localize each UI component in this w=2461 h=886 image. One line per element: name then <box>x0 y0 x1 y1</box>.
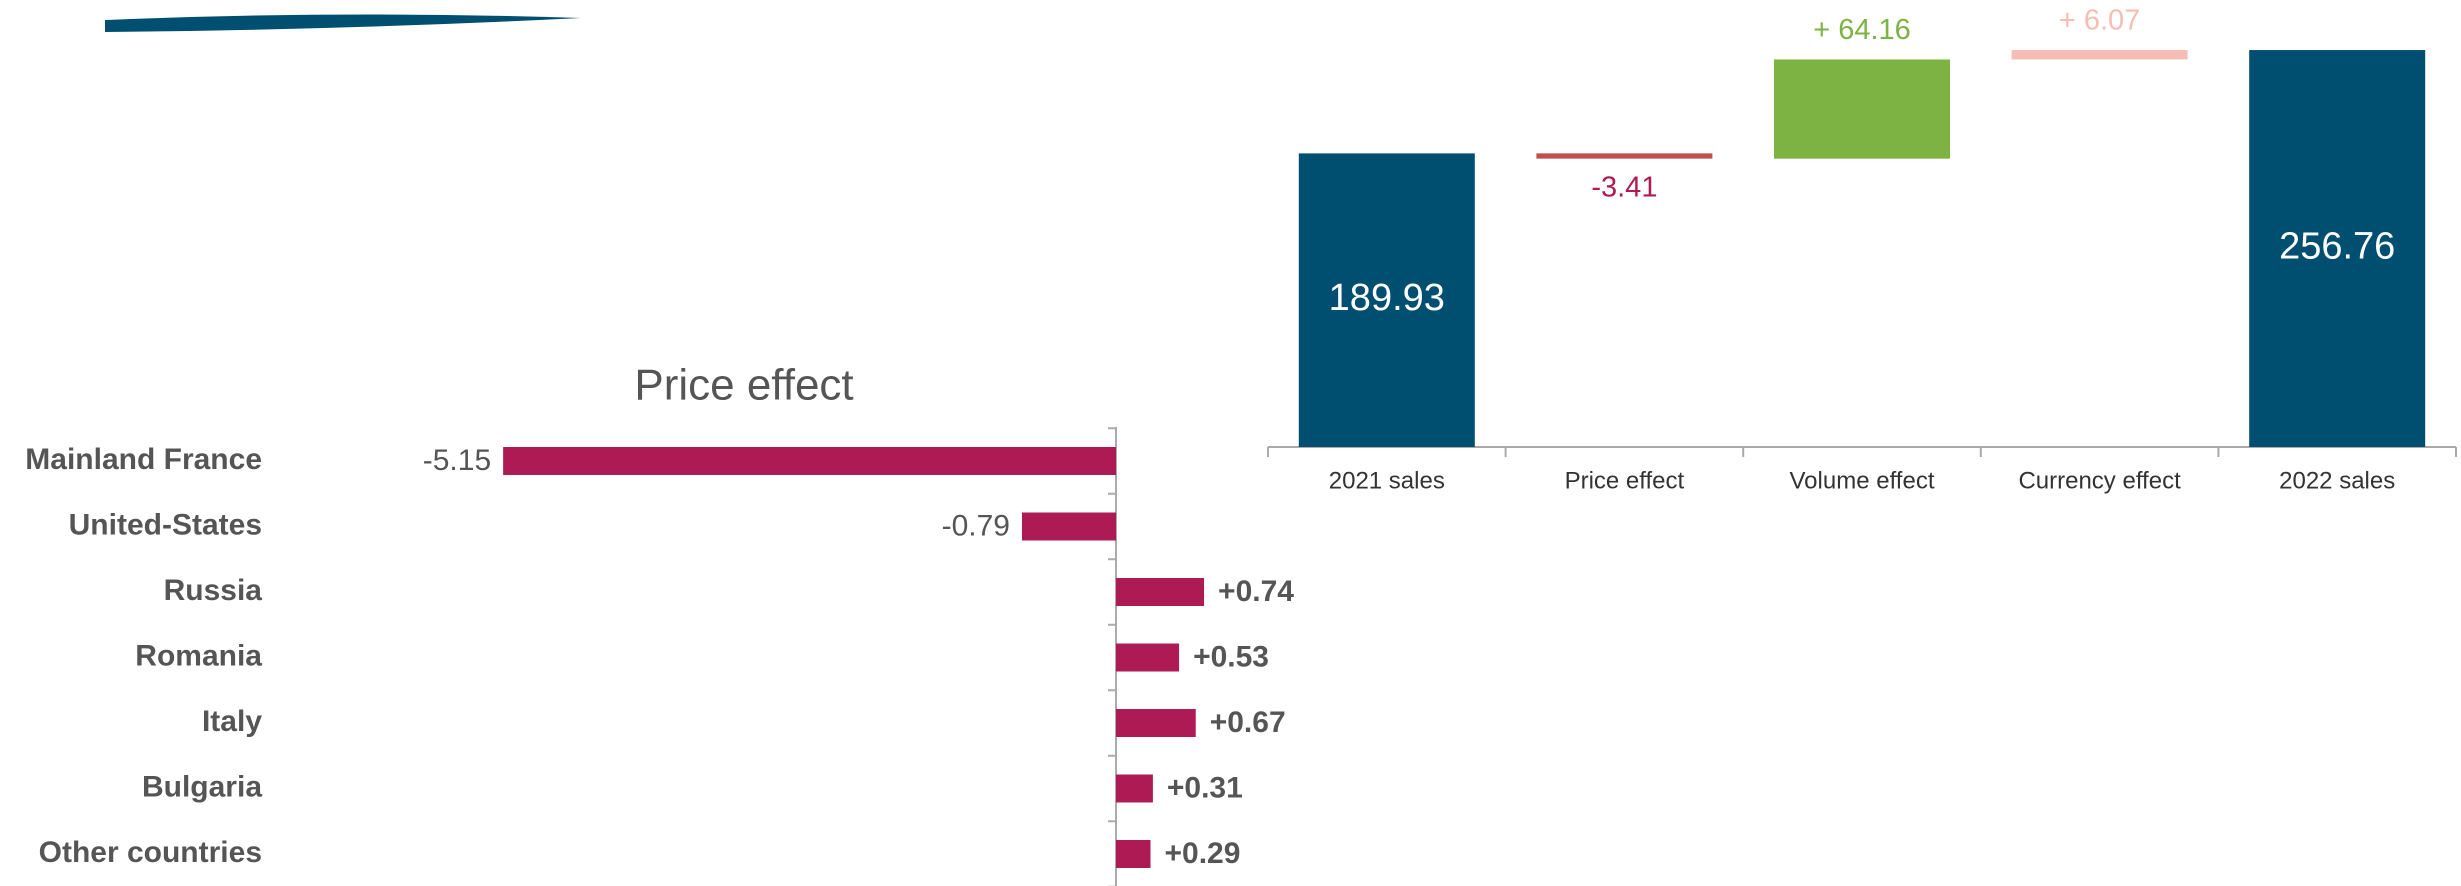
y-tick-label: Other countries <box>39 836 262 869</box>
x-tick-label: 2022 sales <box>2279 467 2395 494</box>
x-tick-label: Volume effect <box>1790 467 1935 494</box>
value-label: 256.76 <box>2279 226 2395 268</box>
x-tick-label: 2021 sales <box>1329 467 1445 494</box>
bar <box>1774 59 1950 159</box>
y-tick-label: Mainland France <box>25 443 262 476</box>
value-label: 189.93 <box>1329 277 1445 319</box>
y-tick-label: Romania <box>135 639 262 672</box>
value-label: +0.53 <box>1193 640 1269 673</box>
x-tick-label: Currency effect <box>2018 467 2181 494</box>
bar <box>1116 840 1151 868</box>
value-label: +0.67 <box>1210 706 1286 739</box>
decorative-swoosh <box>105 14 581 32</box>
bar <box>1021 512 1116 541</box>
value-label: +0.74 <box>1218 575 1294 608</box>
bar <box>2011 50 2188 60</box>
bar <box>1116 709 1196 737</box>
y-tick-label: Italy <box>202 705 262 738</box>
bar <box>1116 774 1153 803</box>
bar <box>1116 578 1205 606</box>
bar <box>1536 153 1713 159</box>
value-label: + 6.07 <box>2059 5 2140 37</box>
value-label: +0.29 <box>1165 837 1241 870</box>
value-label: -5.15 <box>423 444 491 477</box>
value-label: + 64.16 <box>1813 14 1911 46</box>
bar <box>1116 643 1180 672</box>
bar <box>2249 50 2426 447</box>
value-label: -0.79 <box>942 509 1010 542</box>
y-tick-label: United-States <box>69 508 262 541</box>
chart-title: Price effect <box>634 361 853 410</box>
y-tick-label: Russia <box>164 574 263 607</box>
bar <box>1298 153 1475 447</box>
x-tick-label: Price effect <box>1565 467 1685 494</box>
bar <box>503 447 1116 475</box>
value-label: -3.41 <box>1591 171 1657 203</box>
value-label: +0.31 <box>1167 771 1243 804</box>
y-tick-label: Bulgaria <box>142 770 262 803</box>
